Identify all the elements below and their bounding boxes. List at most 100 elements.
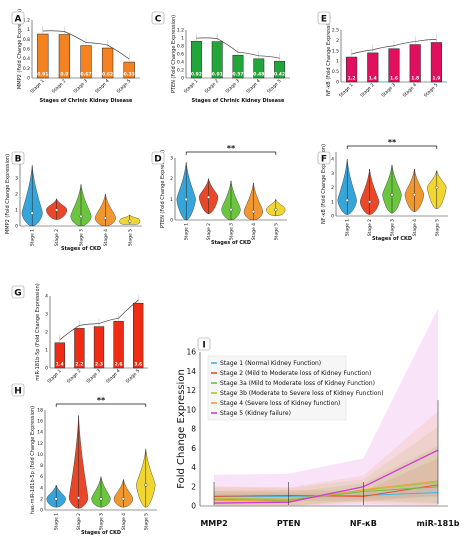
y-tick-label: 0.4 [23, 56, 30, 62]
x-tick-label: Stage 3 [85, 368, 102, 385]
panel-letter-A: A [11, 11, 25, 25]
y-tick-label: 0 [336, 80, 339, 86]
y-tick-label: 0 [181, 76, 184, 82]
x-tick-label: Stage 2 [76, 513, 82, 530]
x-tick-label: NF-κB [350, 519, 377, 528]
y-tick-label: 0.8 [177, 44, 184, 50]
panel-letter-text: C [155, 15, 162, 25]
bar-value-label: 1.6 [390, 76, 398, 82]
bar-value-label: 0.92 [191, 72, 202, 78]
x-tick-label: Stage 3 [390, 219, 396, 236]
y-tick-label: 16 [186, 348, 196, 357]
violin-median [76, 496, 81, 500]
y-tick-label: 0.2 [177, 68, 184, 74]
bar-value-label: 2.2 [75, 362, 83, 368]
x-tick-label: Stage 4 [245, 78, 262, 95]
violin-median [79, 214, 83, 218]
bar-value-label: 1.9 [432, 76, 440, 82]
x-tick-label: Stage 2 [204, 78, 221, 95]
series-band [214, 445, 438, 506]
bar-value-label: 2.6 [115, 362, 123, 368]
y-tick-label: 8 [40, 463, 43, 469]
bar-value-label: 0.62 [102, 72, 113, 78]
x-axis-label: Stages of CKD [372, 236, 412, 242]
x-tick-label: Stage 3 [99, 513, 105, 530]
violin-median [435, 185, 439, 190]
panel-letter-text: H [14, 387, 22, 397]
panel-letter-text: E [321, 15, 327, 25]
panel-letter-I: I [197, 337, 211, 351]
y-tick-label: 3 [15, 176, 18, 182]
x-tick-label: Stage 3 [224, 78, 241, 95]
x-tick-label: Stage 2 [206, 223, 212, 240]
bar-value-label: 2.3 [95, 362, 103, 368]
x-tick-label: Stage 5 [434, 219, 440, 236]
y-tick-label: 18 [37, 408, 43, 414]
y-axis-label: Fold Change Expression [176, 369, 187, 489]
x-tick-label: Stage 3 [380, 82, 397, 99]
y-tick-label: 1 [331, 199, 334, 205]
x-tick-label: Stage 2 [367, 219, 373, 236]
legend-entry: Stage 3b (Moderate to Severe loss of Kid… [220, 390, 384, 397]
y-tick-label: 4 [331, 157, 334, 163]
x-tick-label: Stage 1 [46, 368, 63, 385]
panel-letter-D: D [151, 151, 165, 165]
y-tick-label: 10 [186, 405, 196, 414]
y-tick-label: 14 [186, 367, 196, 376]
significance-label: ** [97, 396, 106, 405]
x-tick-label: Stage 5 [125, 368, 142, 385]
y-tick-label: 0.6 [23, 47, 30, 53]
y-tick-label: 1 [170, 197, 173, 203]
x-axis-label: Stages of CKD [81, 530, 121, 536]
violin-chart-F: 0 1 2 3 4 NF-κB (Fold Change Expression) Stage… [321, 138, 448, 242]
y-tick-label: 1 [45, 348, 48, 354]
series-line [213, 480, 439, 502]
x-tick-label: Stage 4 [121, 513, 127, 530]
legend-entry: Stage 3a (Mild to Moderate loss of Kidne… [220, 380, 375, 387]
violin-median [390, 193, 394, 197]
y-tick-label: 0 [40, 508, 43, 514]
x-tick-label: Stage 5 [116, 78, 133, 95]
x-tick-label: Stage 5 [127, 229, 133, 246]
x-tick-label: Stage 3 [79, 229, 85, 246]
bar-chart-E: 0 0.5 1 1.5 2 2.5NF-kB (Fold Change Expressio… [326, 16, 447, 99]
bar-value-label: 0.67 [80, 72, 91, 78]
y-tick-label: 4 [45, 294, 48, 300]
x-tick-label: PTEN [277, 519, 300, 528]
x-tick-label: Stage 5 [273, 223, 279, 240]
bar-value-label: 0.91 [212, 72, 223, 78]
bar [133, 302, 144, 369]
x-tick-label: Stage 1 [29, 78, 46, 95]
violin-median [251, 210, 255, 214]
x-tick-label: Stage 4 [94, 78, 111, 95]
x-tick-label: MMP2 [200, 519, 227, 528]
x-tick-label: Stage 1 [338, 82, 355, 99]
violin-chart-D: 0 1 2 3 PTEN (Fold Change Expression) Stages … [160, 144, 287, 246]
y-axis-label: miR-181b-5p (Fold Change Expression) [35, 283, 41, 381]
x-axis-label: Stages of CKD [211, 240, 251, 246]
y-tick-label: 0 [331, 214, 334, 220]
y-tick-label: 2 [40, 496, 43, 502]
bar-value-label: 1.4 [56, 362, 64, 368]
y-tick-label: 0.6 [177, 52, 184, 58]
y-axis-label: has-miR-181b-5p (Fold Change Expression) [30, 406, 36, 514]
legend-entry: Stage 2 (Mild to Moderate loss of Kidney… [220, 370, 371, 377]
y-tick-label: 10 [37, 452, 43, 458]
x-tick-label: Stage 1 [54, 513, 60, 530]
bar-value-label: 1.2 [348, 76, 356, 82]
panel-letter-text: I [202, 341, 205, 351]
y-tick-label: 2 [170, 176, 173, 182]
violin-median [184, 197, 188, 201]
x-tick-label: Stage 3 [229, 223, 235, 240]
violin-median [99, 497, 103, 501]
y-tick-label: 1 [181, 36, 184, 42]
y-axis-label: NF-κB (Fold Change Expression) [321, 144, 327, 224]
panel-letter-text: A [15, 15, 22, 25]
y-tick-label: 0 [27, 76, 30, 82]
series-band [214, 426, 438, 506]
x-axis-label: Stages of Chrinic Kidney Disease [192, 98, 285, 104]
panel-letter-H: H [11, 383, 25, 397]
violin-median [121, 497, 125, 501]
